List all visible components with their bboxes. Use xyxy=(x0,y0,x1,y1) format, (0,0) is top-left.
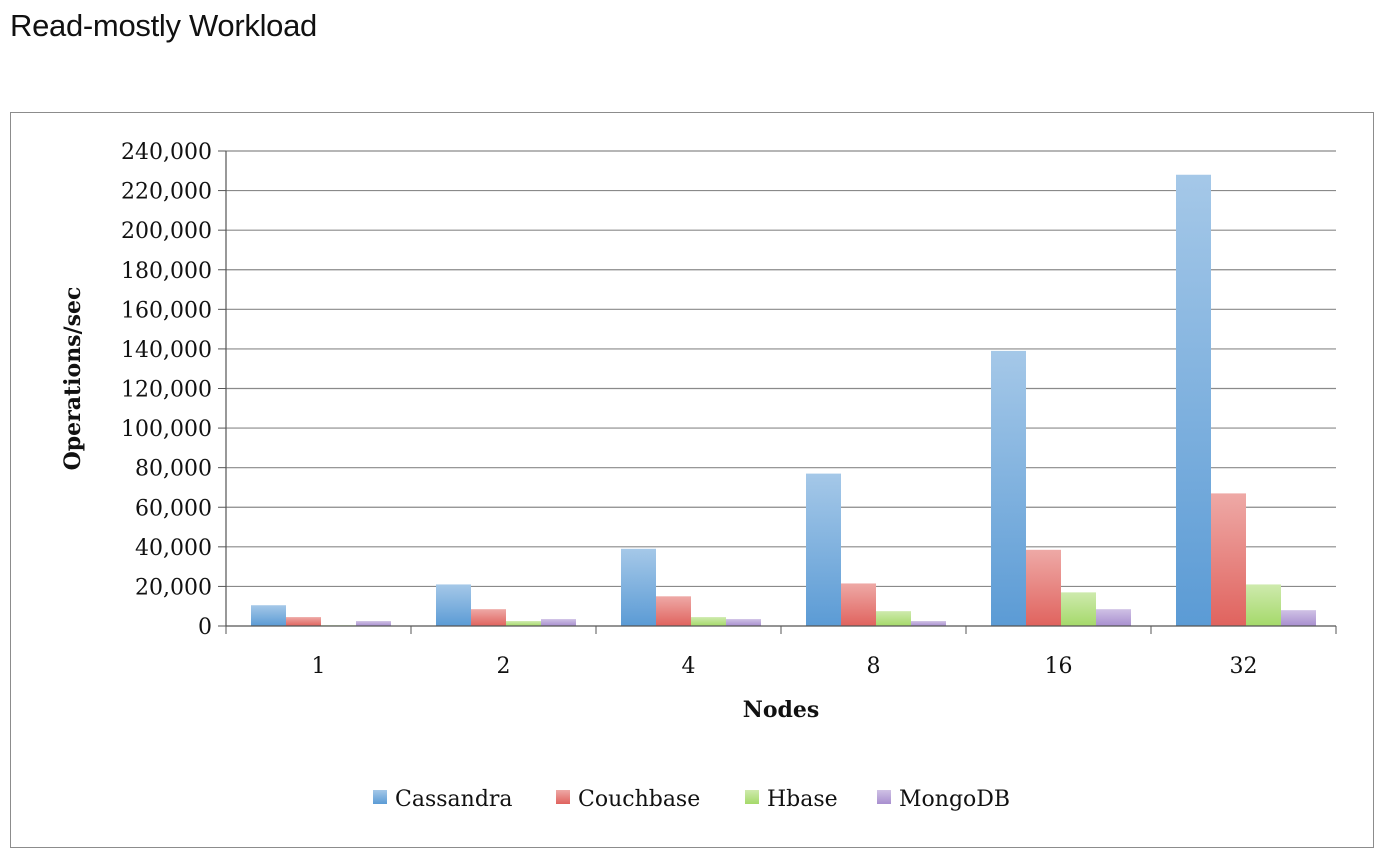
bar-mongodb-4 xyxy=(726,619,761,626)
legend-swatch-cassandra xyxy=(373,790,387,804)
chart-frame xyxy=(10,112,1374,848)
x-tick-labels: 1 2 4 8 16 32 xyxy=(312,654,1258,679)
y-tick-label: 100,000 xyxy=(121,417,212,442)
y-axis-title: Operations/sec xyxy=(60,287,86,471)
bar-cassandra-2 xyxy=(436,584,471,626)
y-tick-label: 40,000 xyxy=(135,536,212,561)
x-tick-label: 2 xyxy=(497,654,511,679)
bar-hbase-8 xyxy=(876,611,911,626)
y-tick-label: 20,000 xyxy=(135,575,212,600)
legend: Cassandra Couchbase Hbase MongoDB xyxy=(373,787,1010,812)
bar-couchbase-4 xyxy=(656,596,691,626)
bar-couchbase-32 xyxy=(1211,493,1246,626)
bar-mongodb-2 xyxy=(541,619,576,626)
y-tick-label: 140,000 xyxy=(121,338,212,363)
y-tick-label: 120,000 xyxy=(121,378,212,403)
y-tick-label: 220,000 xyxy=(121,180,212,205)
legend-swatch-mongodb xyxy=(877,790,891,804)
bar-hbase-16 xyxy=(1061,592,1096,626)
y-tick-label: 160,000 xyxy=(121,298,212,323)
bar-cassandra-32 xyxy=(1176,174,1211,626)
y-tick-label: 180,000 xyxy=(121,259,212,284)
bar-mongodb-1 xyxy=(356,621,391,626)
y-tick-label: 0 xyxy=(198,615,212,640)
y-tick-label: 200,000 xyxy=(121,219,212,244)
axes xyxy=(218,150,1337,634)
bar-cassandra-16 xyxy=(991,350,1026,626)
y-tick-labels: 0 20,000 40,000 60,000 80,000 100,000 120,000 1… xyxy=(121,140,212,640)
x-tick-label: 8 xyxy=(867,654,881,679)
x-tick-label: 1 xyxy=(312,654,326,679)
bar-hbase-32 xyxy=(1246,584,1281,626)
page-title: Read-mostly Workload xyxy=(10,8,317,43)
bar-hbase-2 xyxy=(506,621,541,626)
legend-label-cassandra: Cassandra xyxy=(395,787,513,812)
x-tick-label: 4 xyxy=(682,654,696,679)
legend-swatch-hbase xyxy=(745,790,759,804)
y-tick-label: 80,000 xyxy=(135,457,212,482)
y-tick-label: 60,000 xyxy=(135,496,212,521)
bar-mongodb-16 xyxy=(1096,609,1131,626)
bar-cassandra-8 xyxy=(806,473,841,626)
bar-cassandra-4 xyxy=(621,548,656,626)
legend-label-couchbase: Couchbase xyxy=(578,787,700,812)
bar-hbase-4 xyxy=(691,617,726,626)
bar-couchbase-1 xyxy=(286,617,321,626)
x-tick-label: 32 xyxy=(1230,654,1258,679)
x-axis-title: Nodes xyxy=(743,697,820,723)
x-tick-label: 16 xyxy=(1045,654,1073,679)
bar-mongodb-32 xyxy=(1281,610,1316,626)
legend-label-hbase: Hbase xyxy=(767,787,838,812)
legend-swatch-couchbase xyxy=(556,790,570,804)
bar-cassandra-1 xyxy=(251,605,286,626)
bars xyxy=(251,174,1316,626)
gridlines xyxy=(226,150,1336,588)
y-tick-label: 240,000 xyxy=(121,140,212,165)
legend-label-mongodb: MongoDB xyxy=(899,787,1010,812)
bar-couchbase-2 xyxy=(471,609,506,626)
bar-couchbase-8 xyxy=(841,583,876,626)
bar-mongodb-8 xyxy=(911,621,946,626)
bar-couchbase-16 xyxy=(1026,549,1061,626)
